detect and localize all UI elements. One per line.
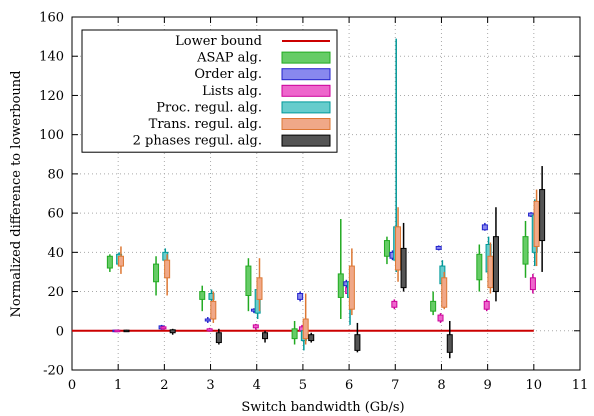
x-tick-label: 8 (437, 378, 445, 393)
2-phases-regul-alg-box (539, 189, 546, 242)
order-alg-box (435, 245, 442, 250)
trans-regul-alg-box (441, 277, 448, 308)
y-tick-label: 80 (47, 167, 64, 182)
y-tick-label: 20 (47, 285, 64, 300)
legend-label: 2 phases regul. alg. (133, 134, 262, 149)
asap-alg-box (106, 255, 113, 269)
lists-alg-box (483, 300, 490, 310)
x-tick-label: 7 (391, 378, 399, 393)
lists-alg-box (160, 326, 167, 330)
2-phases-regul-alg-box (446, 334, 453, 353)
y-tick-label: 40 (47, 246, 64, 261)
legend-swatch (281, 84, 331, 97)
2-phases-regul-alg-box (215, 332, 222, 344)
legend-label: Proc. regul. alg. (156, 100, 262, 115)
asap-alg-box (430, 300, 437, 312)
plot-frame (71, 16, 581, 371)
order-alg-box (297, 293, 304, 300)
legend: Lower bound ASAP alg.Order alg. Lists alg.… (81, 29, 338, 153)
x-tick-label: 9 (483, 378, 491, 393)
x-tick-label: 6 (345, 378, 353, 393)
lists-alg-box (529, 277, 536, 291)
trans-regul-alg-box (348, 265, 355, 310)
trans-regul-alg-box (256, 277, 263, 300)
order-alg-box (204, 318, 211, 322)
legend-swatch (281, 68, 331, 81)
legend-label: ASAP alg. (196, 51, 262, 66)
trans-regul-alg-box (210, 300, 217, 320)
x-axis-label: Switch bandwidth (Gb/s) (241, 400, 404, 415)
2-phases-regul-alg-box (354, 334, 361, 351)
2-phases-regul-alg-box (169, 329, 176, 334)
y-tick-label: 120 (39, 89, 64, 104)
lists-alg-box (437, 314, 444, 322)
2-phases-regul-alg-box (400, 247, 407, 289)
2-phases-regul-alg-box (308, 334, 315, 342)
legend-label: Lower bound (175, 34, 262, 49)
asap-alg-box (522, 236, 529, 265)
legend-swatch (281, 118, 331, 130)
2-phases-regul-alg-box (123, 329, 130, 333)
asap-alg-box (337, 273, 344, 298)
legend-swatch (281, 134, 331, 147)
x-tick-label: 5 (299, 378, 307, 393)
lists-alg-box (114, 329, 121, 333)
trans-regul-alg-box (533, 200, 540, 247)
lists-alg-box (391, 300, 398, 308)
y-axis-label: Normalized difference to lowerbound (9, 70, 24, 317)
x-tick-label: 11 (572, 378, 589, 393)
x-tick-label: 4 (253, 378, 261, 393)
trans-regul-alg-box (164, 259, 171, 279)
legend-label: Order alg. (194, 67, 262, 82)
trans-regul-alg-box (117, 255, 124, 267)
x-tick-label: 3 (206, 378, 214, 393)
legend-swatch (281, 101, 331, 114)
axes: 0 1 2 3 4 5 6 7 8 9 10 11 -20 0 20 40 60 80 100 120 140 160 (39, 11, 588, 394)
lists-alg-box (206, 328, 213, 332)
legend-label: Trans. regul. alg. (149, 117, 262, 132)
asap-alg-box (291, 328, 298, 340)
y-tick-label: 160 (39, 11, 64, 26)
trans-regul-alg-box (487, 255, 494, 289)
trans-regul-alg-box (395, 226, 402, 271)
y-tick-label: 0 (56, 324, 64, 339)
y-tick-label: 100 (39, 128, 64, 143)
x-tick-label: 1 (114, 378, 122, 393)
lists-alg-box (252, 324, 259, 329)
y-tick-label: 140 (39, 50, 64, 65)
2-phases-regul-alg-box (492, 236, 499, 293)
plot-area (72, 38, 546, 359)
asap-alg-box (476, 253, 483, 281)
trans-regul-alg-box (302, 318, 309, 340)
y-tick-label: -20 (43, 364, 64, 379)
legend-swatch (281, 51, 331, 64)
x-tick-label: 2 (160, 378, 168, 393)
asap-alg-box (383, 240, 390, 257)
2-phases-regul-alg-box (262, 332, 269, 340)
y-tick-label: 60 (47, 207, 64, 222)
asap-alg-box (199, 291, 206, 300)
legend-label: Lists alg. (202, 84, 262, 99)
asap-alg-box (245, 265, 252, 296)
asap-alg-box (153, 263, 160, 283)
order-alg-box (481, 224, 488, 231)
x-tick-label: 10 (526, 378, 543, 393)
x-tick-label: 0 (68, 378, 76, 393)
